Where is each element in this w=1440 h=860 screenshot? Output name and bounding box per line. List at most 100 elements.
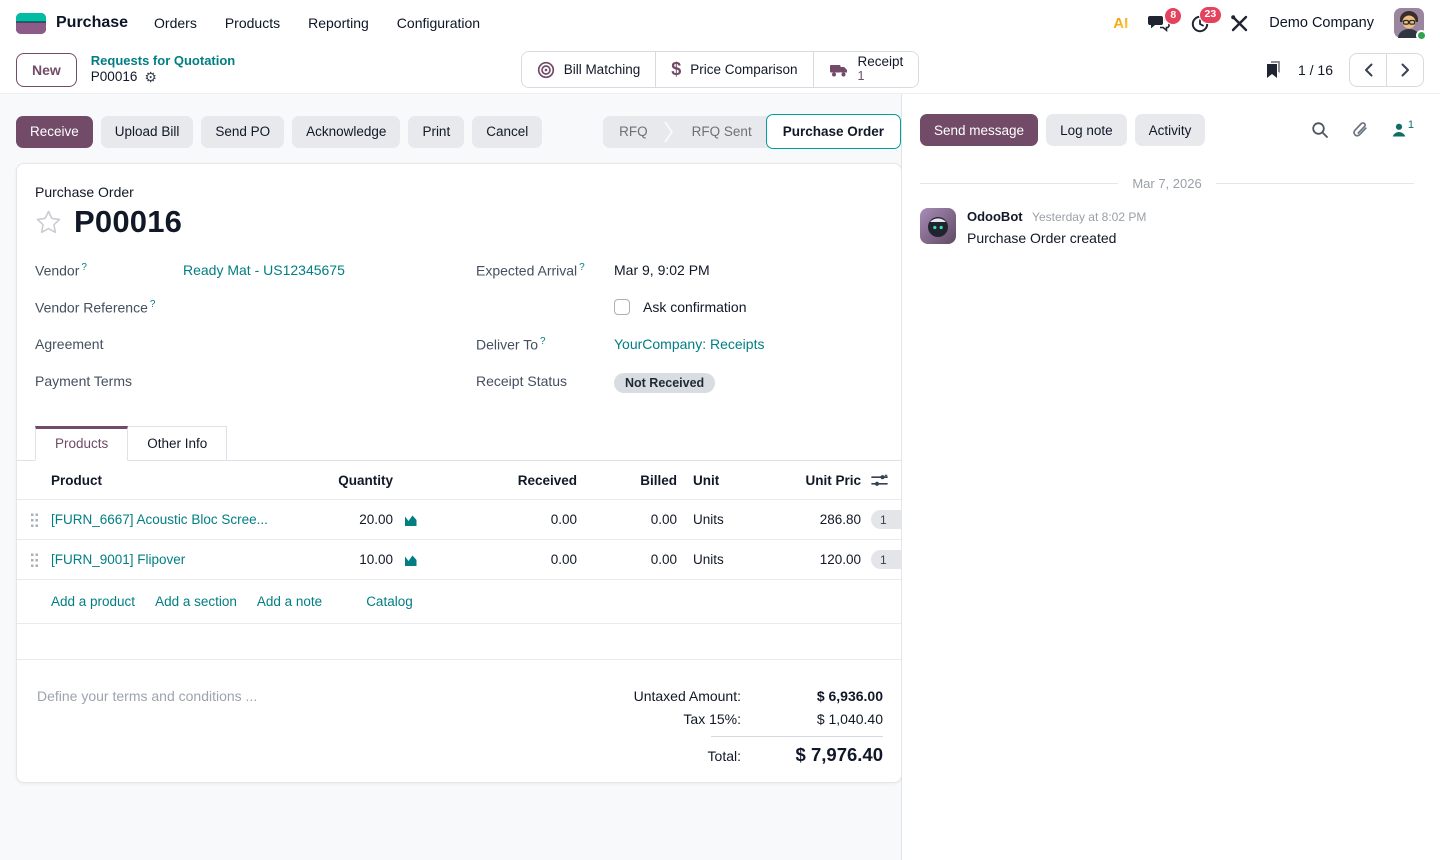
header-billed: Billed xyxy=(640,472,677,488)
status-step-purchase-order[interactable]: Purchase Order xyxy=(765,114,901,149)
vendor-value-link[interactable]: Ready Mat - US12345675 xyxy=(183,262,345,278)
optional-columns-icon[interactable] xyxy=(861,473,901,488)
product-link[interactable]: [FURN_6667] Acoustic Bloc Scree... xyxy=(51,512,268,527)
user-avatar xyxy=(1394,8,1424,38)
totals-divider xyxy=(711,736,883,737)
bullseye-icon xyxy=(537,61,555,79)
ask-confirmation-checkbox[interactable] xyxy=(614,299,630,315)
debug-tools-menu[interactable] xyxy=(1230,14,1249,33)
quantity-cell[interactable]: 10.00 xyxy=(359,552,393,567)
receipt-button[interactable]: Receipt 1 xyxy=(813,52,919,87)
breadcrumb: Requests for Quotation P00016 ⚙ xyxy=(91,53,235,87)
company-switcher[interactable]: Demo Company xyxy=(1269,15,1374,31)
favorite-star-icon[interactable] xyxy=(35,209,62,235)
pager-counter: 1 / 16 xyxy=(1297,61,1333,78)
cancel-button[interactable]: Cancel xyxy=(472,115,543,148)
unit-price-cell[interactable]: 120.00 xyxy=(819,552,861,567)
empty-line-row xyxy=(17,623,901,660)
drag-handle[interactable] xyxy=(29,512,39,527)
message-timestamp: Yesterday at 8:02 PM xyxy=(1032,210,1147,224)
deliver-to-label: Deliver To? xyxy=(476,336,546,353)
status-step-rfq[interactable]: RFQ xyxy=(619,124,648,139)
pager-next-button[interactable] xyxy=(1386,52,1424,87)
receipt-status-label: Receipt Status xyxy=(476,373,568,389)
add-a-note-link[interactable]: Add a note xyxy=(256,594,323,609)
notebook-tabs: Products Other Info xyxy=(17,426,901,461)
menu-orders[interactable]: Orders xyxy=(154,15,197,31)
send-po-button[interactable]: Send PO xyxy=(201,115,285,148)
status-step-rfq-sent[interactable]: RFQ Sent xyxy=(691,124,752,139)
log-note-button[interactable]: Log note xyxy=(1046,114,1127,146)
activities-badge: 23 xyxy=(1198,6,1223,24)
menu-products[interactable]: Products xyxy=(224,15,281,31)
messages-menu[interactable]: 8 xyxy=(1148,7,1183,32)
bill-matching-button[interactable]: Bill Matching xyxy=(521,52,657,87)
message-author: OdooBot xyxy=(967,209,1023,224)
header-quantity: Quantity xyxy=(338,472,393,488)
header-product: Product xyxy=(51,472,103,488)
bookmark-icon[interactable] xyxy=(1265,60,1282,79)
search-messages-icon[interactable] xyxy=(1311,121,1329,139)
bill-matching-label: Bill Matching xyxy=(563,62,641,77)
chatter-message: OdooBot Yesterday at 8:02 PM Purchase Or… xyxy=(902,191,1440,246)
message-body: Purchase Order created xyxy=(967,230,1117,246)
price-comparison-button[interactable]: $ Price Comparison xyxy=(656,52,814,87)
quantity-cell[interactable]: 20.00 xyxy=(359,512,393,527)
price-comparison-label: Price Comparison xyxy=(690,62,798,77)
product-link[interactable]: [FURN_9001] Flipover xyxy=(51,552,186,567)
unit-price-cell[interactable]: 286.80 xyxy=(819,512,861,527)
table-row: [FURN_6667] Acoustic Bloc Scree... 20.00… xyxy=(17,499,901,539)
billed-cell: 0.00 xyxy=(650,552,677,567)
catalog-link[interactable]: Catalog xyxy=(366,594,413,609)
expected-arrival-field[interactable]: Mar 9, 9:02 PM xyxy=(614,262,710,278)
add-a-section-link[interactable]: Add a section xyxy=(155,594,237,609)
tab-products[interactable]: Products xyxy=(35,426,129,461)
total-value: $ 7,976.40 xyxy=(795,744,883,765)
online-status-dot xyxy=(1416,30,1427,41)
add-a-product-link[interactable]: Add a product xyxy=(51,594,136,609)
deliver-to-value-link[interactable]: YourCompany: Receipts xyxy=(614,336,765,352)
print-button[interactable]: Print xyxy=(408,115,465,148)
ask-confirmation-label: Ask confirmation xyxy=(643,299,747,315)
forecast-chart-icon[interactable] xyxy=(393,513,431,527)
stat-button-group: Bill Matching $ Price Comparison Receipt xyxy=(520,51,920,88)
app-name[interactable]: Purchase xyxy=(56,14,129,31)
taxes-badge: 1 xyxy=(871,510,901,529)
odoo-app-logo-icon xyxy=(16,12,46,34)
tax-value: $ 1,040.40 xyxy=(816,711,883,727)
odoobot-avatar xyxy=(920,208,956,244)
header-received: Received xyxy=(517,472,577,488)
new-button[interactable]: New xyxy=(16,52,77,87)
breadcrumb-current: P00016 xyxy=(90,69,138,85)
apps-menu[interactable]: Purchase xyxy=(16,12,129,34)
app-menus: Orders Products Reporting Configuration xyxy=(154,15,480,31)
ai-assistant-icon[interactable]: AI xyxy=(1113,14,1129,32)
received-cell: 0.00 xyxy=(550,552,577,567)
tax-label: Tax 15%: xyxy=(683,711,741,727)
table-header-row: Product Quantity Received Billed Unit Un… xyxy=(17,461,901,499)
acknowledge-button[interactable]: Acknowledge xyxy=(292,115,401,148)
doc-type-label: Purchase Order xyxy=(35,184,134,200)
upload-bill-button[interactable]: Upload Bill xyxy=(100,115,194,148)
help-marker: ? xyxy=(81,262,87,273)
menu-configuration[interactable]: Configuration xyxy=(396,15,481,31)
payment-terms-label: Payment Terms xyxy=(35,373,132,389)
menu-reporting[interactable]: Reporting xyxy=(308,15,369,31)
help-marker: ? xyxy=(579,262,585,273)
form-panel: Receive Upload Bill Send PO Acknowledge … xyxy=(0,94,902,860)
receive-button[interactable]: Receive xyxy=(16,115,93,148)
followers-button[interactable]: 1 xyxy=(1391,119,1414,138)
actions-gear-icon[interactable]: ⚙ xyxy=(144,68,157,85)
send-message-button[interactable]: Send message xyxy=(920,114,1039,146)
pager-previous-button[interactable] xyxy=(1349,52,1387,87)
user-menu[interactable] xyxy=(1394,8,1427,41)
table-row: [FURN_9001] Flipover 10.00 0.00 0.00 Uni… xyxy=(17,539,901,579)
breadcrumb-parent-link[interactable]: Requests for Quotation xyxy=(90,52,236,68)
activity-button[interactable]: Activity xyxy=(1134,114,1206,146)
tab-other-info[interactable]: Other Info xyxy=(128,426,228,461)
terms-placeholder[interactable]: Define your terms and conditions ... xyxy=(37,688,258,704)
activities-menu[interactable]: 23 xyxy=(1190,6,1223,33)
attachments-paperclip-icon[interactable] xyxy=(1351,121,1369,140)
drag-handle[interactable] xyxy=(29,552,39,567)
forecast-chart-icon[interactable] xyxy=(393,553,431,567)
